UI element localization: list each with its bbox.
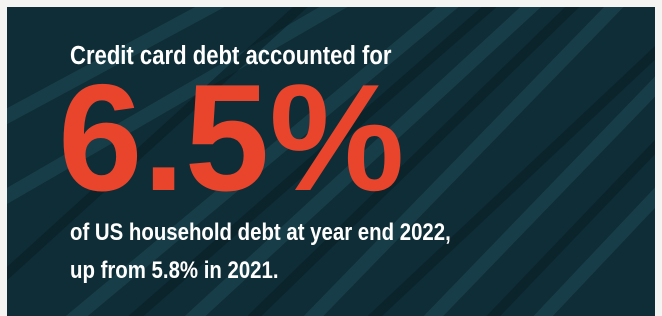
body-line: up from 5.8% in 2021. bbox=[70, 256, 279, 283]
body-line: of US household debt at year end 2022, bbox=[70, 218, 451, 245]
stat-card: Credit card debt accounted for 6.5% of U… bbox=[0, 0, 662, 316]
page: Credit card debt accounted for 6.5% of U… bbox=[0, 0, 662, 316]
stat-value: 6.5% bbox=[58, 53, 404, 223]
